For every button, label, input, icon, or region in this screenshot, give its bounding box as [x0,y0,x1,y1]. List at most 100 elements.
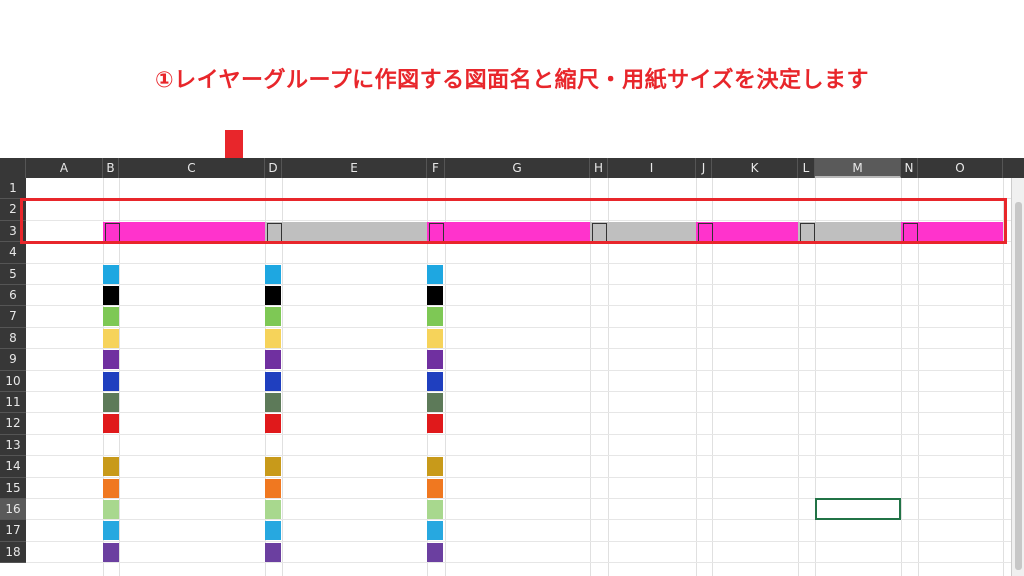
highlight-frame [20,198,1007,244]
column-header-k[interactable]: K [712,158,798,178]
layer-color-swatch[interactable] [427,286,443,305]
row-header-3[interactable]: 3 [0,220,26,243]
gridline-vertical [696,178,697,576]
row-header-16[interactable]: 16 [0,499,26,521]
column-header-j[interactable]: J [696,158,712,178]
layer-color-swatch[interactable] [265,393,281,412]
column-header-c[interactable]: C [119,158,265,178]
layer-color-swatch[interactable] [427,478,443,498]
layer-group-cell[interactable] [427,221,590,243]
column-header-e[interactable]: E [282,158,427,178]
column-header-m[interactable]: M [815,158,901,178]
layer-color-swatch[interactable] [103,350,119,370]
layer-color-swatch[interactable] [265,307,281,327]
layer-color-swatch[interactable] [103,457,119,477]
layer-group-cell[interactable] [798,221,901,243]
row-header-9[interactable]: 9 [0,349,26,371]
layer-color-swatch[interactable] [427,414,443,434]
layer-color-swatch[interactable] [103,393,119,412]
gridline-horizontal [26,562,1012,564]
gridline-vertical [590,178,591,576]
layer-color-swatch[interactable] [265,286,281,305]
layer-color-swatch[interactable] [265,457,281,477]
layer-color-swatch[interactable] [427,542,443,562]
row-header-7[interactable]: 7 [0,306,26,328]
layer-color-swatch[interactable] [103,264,119,284]
row-header-2[interactable]: 2 [0,199,26,221]
row-header-4[interactable]: 4 [0,242,26,264]
gridline-horizontal [26,433,1012,435]
gridline-vertical [119,178,120,576]
gridline-horizontal [26,305,1012,307]
gridline-vertical [901,178,902,576]
gridline-vertical [815,178,816,576]
column-header-d[interactable]: D [265,158,282,178]
layer-color-swatch[interactable] [427,521,443,541]
row-header-14[interactable]: 14 [0,456,26,478]
layer-color-swatch[interactable] [265,478,281,498]
layer-color-swatch[interactable] [265,350,281,370]
layer-color-swatch[interactable] [103,286,119,305]
gridline-vertical [445,178,446,576]
layer-color-swatch[interactable] [103,478,119,498]
layer-color-swatch[interactable] [427,328,443,348]
row-header-18[interactable]: 18 [0,541,26,564]
column-header-a[interactable]: A [26,158,103,178]
layer-group-cell[interactable] [265,221,427,243]
row-header-11[interactable]: 11 [0,392,26,414]
layer-color-swatch[interactable] [427,307,443,327]
column-header-g[interactable]: G [445,158,590,178]
row-header-17[interactable]: 17 [0,520,26,542]
layer-color-swatch[interactable] [103,307,119,327]
layer-color-swatch[interactable] [265,542,281,562]
layer-group-cell[interactable] [696,221,798,243]
layer-color-swatch[interactable] [265,328,281,348]
layer-color-swatch[interactable] [103,542,119,562]
layer-color-swatch[interactable] [265,371,281,391]
row-header-6[interactable]: 6 [0,285,26,307]
vertical-scrollbar[interactable] [1011,178,1024,576]
row-header-12[interactable]: 12 [0,413,26,435]
selected-cell-m16[interactable] [815,498,901,521]
column-header-b[interactable]: B [103,158,119,178]
layer-color-swatch[interactable] [103,414,119,434]
gridline-horizontal [26,412,1012,414]
gridline-horizontal [26,455,1012,457]
layer-color-swatch[interactable] [265,264,281,284]
layer-group-cell[interactable] [901,221,1003,243]
column-header-i[interactable]: I [608,158,696,178]
layer-group-cell[interactable] [103,221,265,243]
layer-color-swatch[interactable] [265,500,281,519]
column-header-h[interactable]: H [590,158,608,178]
row-header-13[interactable]: 13 [0,434,26,457]
gridline-horizontal [26,348,1012,350]
column-header-f[interactable]: F [427,158,445,178]
layer-color-swatch[interactable] [427,371,443,391]
column-header-o[interactable]: O [918,158,1003,178]
layer-color-swatch[interactable] [427,457,443,477]
layer-color-swatch[interactable] [265,521,281,541]
select-all-corner[interactable] [0,158,26,178]
layer-color-swatch[interactable] [265,414,281,434]
layer-color-swatch[interactable] [103,371,119,391]
row-header-10[interactable]: 10 [0,370,26,392]
row-header-5[interactable]: 5 [0,263,26,285]
layer-color-swatch[interactable] [427,350,443,370]
layer-color-swatch[interactable] [103,328,119,348]
column-header-n[interactable]: N [901,158,918,178]
column-header-l[interactable]: L [798,158,815,178]
layer-color-swatch[interactable] [427,264,443,284]
layer-color-swatch[interactable] [427,393,443,412]
layer-color-swatch[interactable] [427,500,443,519]
layer-group-cell[interactable] [590,221,696,243]
gridline-horizontal [26,540,1012,542]
row-header-1[interactable]: 1 [0,178,26,200]
layer-color-swatch[interactable] [103,521,119,541]
row-header-8[interactable]: 8 [0,327,26,350]
gridline-horizontal [26,219,1012,221]
layer-color-swatch[interactable] [103,500,119,519]
scrollbar-thumb[interactable] [1015,202,1022,570]
row-header-15[interactable]: 15 [0,477,26,499]
